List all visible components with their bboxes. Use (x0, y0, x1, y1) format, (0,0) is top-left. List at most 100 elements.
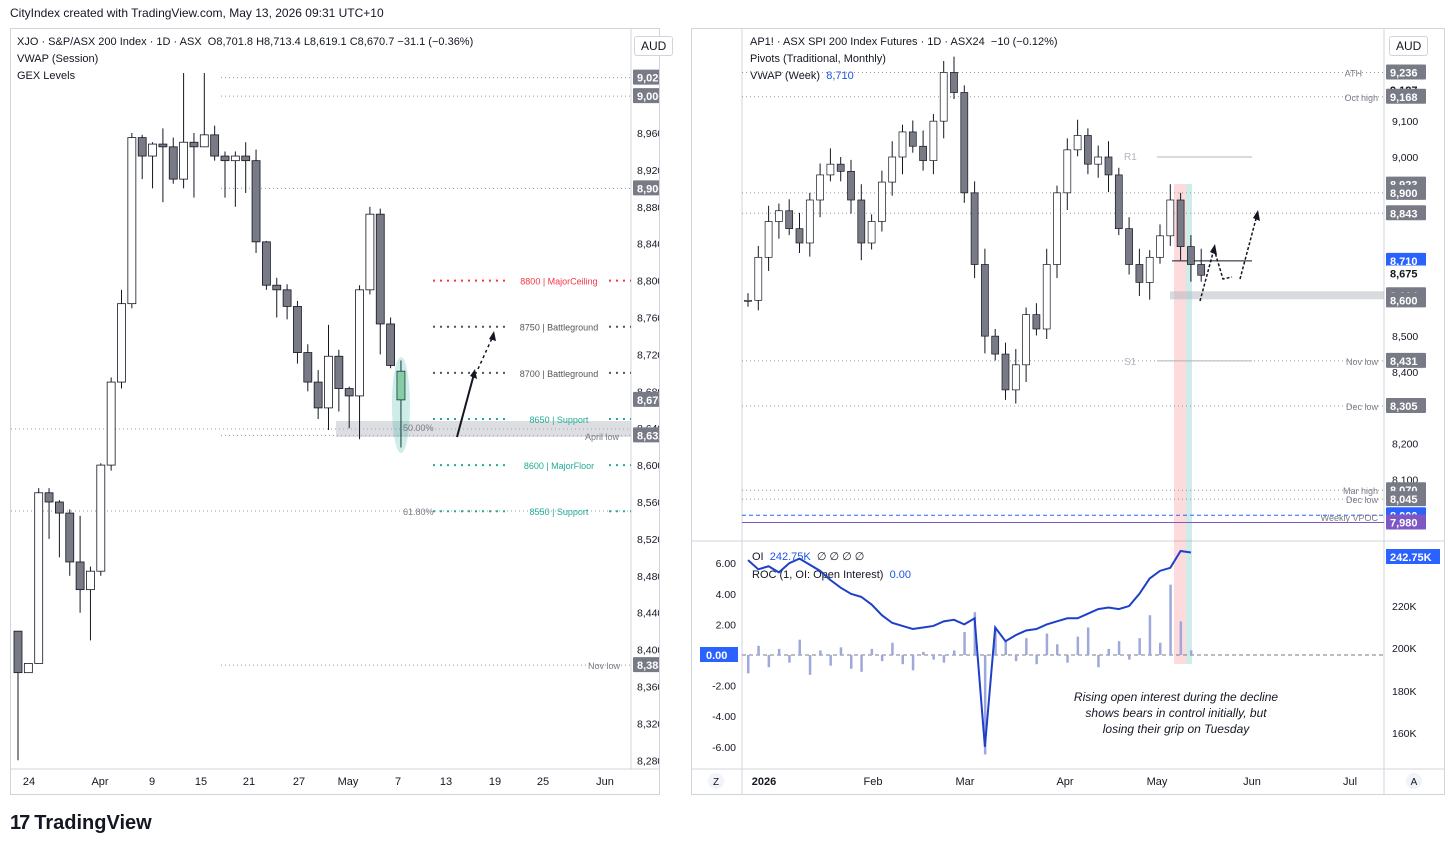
candle-body (117, 303, 126, 383)
price-tag: 8,305 (1390, 401, 1418, 413)
roc-bar (953, 650, 956, 655)
tradingview-logo[interactable]: 17 TradingView (10, 812, 152, 835)
price-tag-bg (1386, 265, 1426, 281)
price-tag-bg (1386, 252, 1426, 268)
candle-body (282, 289, 292, 307)
gex-level-label: 8700 | Battleground (520, 369, 598, 379)
price-tick: 8,200 (1392, 439, 1418, 451)
roc-bar (942, 655, 946, 663)
price-tag: 8,670.7 (637, 395, 659, 407)
price-tag-bg (633, 391, 659, 407)
roc-bar (850, 655, 853, 669)
candle-body (836, 163, 845, 172)
roc-bar (1086, 627, 1090, 655)
candle-body (65, 512, 75, 563)
candle-body (857, 199, 866, 244)
right-indicator-pivots[interactable]: Pivots (Traditional, Monthly) (750, 53, 886, 65)
candle-body (13, 630, 23, 674)
candle-body (950, 72, 958, 93)
left-currency-button[interactable]: AUD (634, 36, 674, 56)
candle-body (127, 137, 137, 305)
roc-tick: -2.00 (712, 681, 736, 693)
roc-bar (911, 655, 915, 671)
right-indicator-vwap[interactable]: VWAP (Week) 8,710 (750, 70, 854, 82)
oi-tag: 242.75K (1390, 552, 1432, 564)
april-low-zone (336, 421, 631, 437)
roc-tick: 6.00 (716, 558, 737, 570)
right-currency-button[interactable]: AUD (1389, 36, 1429, 56)
roc-bar (880, 655, 884, 662)
roc-bar (922, 651, 925, 655)
roc-bar (1097, 655, 1100, 668)
candle-body (293, 306, 302, 353)
candle-body (878, 181, 886, 222)
candle-body (785, 210, 794, 230)
left-header-symbol[interactable]: XJO · S&P/ASX 200 Index · 1D · ASX O8,70… (17, 36, 474, 48)
roc-bar (870, 648, 874, 655)
date-tick: 2026 (752, 776, 776, 788)
candle-body (754, 256, 763, 301)
candle-body (44, 492, 54, 503)
roc-zero-tag-bg (700, 647, 738, 662)
roc-bar (932, 655, 935, 660)
candle-body (981, 264, 989, 337)
roc-bar (1076, 636, 1080, 655)
last-candle-highlight (391, 357, 410, 454)
candle-body (991, 335, 1000, 355)
price-tick: 9,000 (1392, 152, 1418, 164)
date-tick: 21 (243, 776, 255, 788)
left-chart-panel[interactable]: XJO · S&P/ASX 200 Index · 1D · ASX O8,70… (10, 28, 674, 795)
price-tick: 8,760.0 (637, 313, 659, 325)
candle-body (220, 155, 230, 162)
right-chart-panel[interactable]: AP1! · ASX SPI 200 Index Futures · 1D · … (691, 28, 1445, 795)
left-indicator-gex[interactable]: GEX Levels (17, 70, 76, 82)
oi-tick: 160K (1392, 728, 1417, 740)
roc-bar (1148, 615, 1152, 655)
roc-bar (1004, 641, 1007, 655)
date-tick: Jul (1343, 776, 1357, 788)
candle-body (303, 352, 313, 383)
roc-bar (747, 655, 750, 674)
annotation-note: Rising open interest during the decline (1074, 690, 1278, 704)
date-tick: May (1147, 776, 1168, 788)
candle-body (1176, 199, 1185, 247)
candle-body (1053, 192, 1061, 265)
gex-level-label: 8600 | MajorFloor (524, 461, 594, 471)
price-tick: 8,360.0 (637, 682, 659, 694)
roc-bar (1189, 650, 1193, 655)
candle-body (313, 381, 323, 409)
roc-bar (1107, 648, 1110, 655)
date-tick: 24 (23, 776, 35, 788)
fib-618-label: 61.80% (403, 507, 434, 517)
left-indicator-vwap[interactable]: VWAP (Session) (17, 53, 99, 65)
price-tick: 8,720.0 (637, 349, 659, 361)
price-tick: 9,100 (1392, 116, 1418, 128)
date-tick: Jun (596, 776, 614, 788)
price-tick: 8,800.0 (637, 276, 659, 288)
right-header-symbol[interactable]: AP1! · ASX SPI 200 Index Futures · 1D · … (750, 36, 1058, 48)
candle-body (106, 381, 116, 466)
oi-legend[interactable]: OI 242.75K ∅ ∅ ∅ ∅ (752, 551, 865, 563)
arrow-head-icon (1253, 210, 1260, 221)
candle-body (867, 221, 876, 244)
roc-bar (808, 655, 812, 675)
fib-50-label: 50.00% (403, 423, 434, 433)
roc-bar (1035, 655, 1038, 665)
level-label: Weekly VPOC (1321, 513, 1379, 523)
roc-legend[interactable]: ROC (1, OI: Open Interest) 0.00 (752, 569, 911, 581)
nov-low-label: Nov low (588, 661, 621, 671)
candle-body (210, 134, 220, 157)
date-tick: 19 (489, 776, 501, 788)
candle-body (148, 143, 157, 157)
roc-bar (1169, 584, 1172, 655)
price-tag-bg (633, 88, 659, 104)
roc-bar (1179, 621, 1183, 655)
candle-body (1001, 353, 1010, 391)
price-tick: 8,280.0 (637, 755, 659, 767)
candle-body (1084, 135, 1092, 165)
price-tag-bg (633, 657, 659, 673)
candle-body (344, 388, 354, 397)
annotation-note: shows bears in control initially, but (1085, 706, 1267, 720)
auto-scale-button: A (1411, 777, 1418, 788)
candle-body (355, 289, 364, 397)
